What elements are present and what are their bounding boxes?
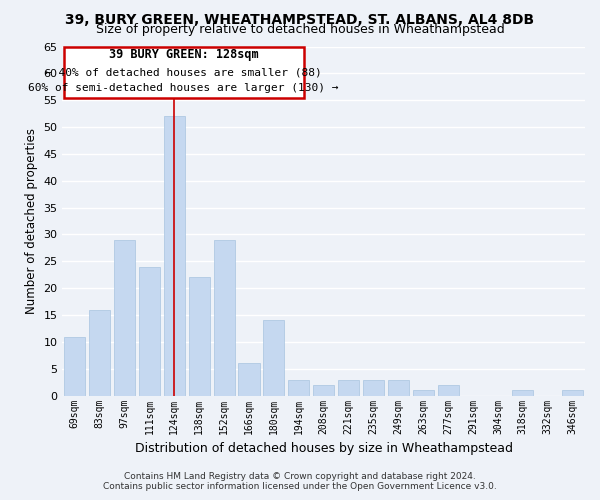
FancyBboxPatch shape xyxy=(64,46,304,98)
Text: Contains HM Land Registry data © Crown copyright and database right 2024.
Contai: Contains HM Land Registry data © Crown c… xyxy=(103,472,497,491)
Text: 60% of semi-detached houses are larger (130) →: 60% of semi-detached houses are larger (… xyxy=(28,84,339,94)
Bar xyxy=(188,278,210,396)
Text: 39, BURY GREEN, WHEATHAMPSTEAD, ST. ALBANS, AL4 8DB: 39, BURY GREEN, WHEATHAMPSTEAD, ST. ALBA… xyxy=(65,12,535,26)
Bar xyxy=(214,240,235,396)
Bar xyxy=(164,116,185,396)
Bar xyxy=(263,320,284,396)
Bar xyxy=(562,390,583,396)
Bar xyxy=(139,266,160,396)
Bar xyxy=(512,390,533,396)
Bar xyxy=(114,240,135,396)
Bar xyxy=(64,336,85,396)
Bar xyxy=(313,385,334,396)
Text: Size of property relative to detached houses in Wheathampstead: Size of property relative to detached ho… xyxy=(95,24,505,36)
Bar xyxy=(363,380,384,396)
X-axis label: Distribution of detached houses by size in Wheathampstead: Distribution of detached houses by size … xyxy=(134,442,512,455)
Bar xyxy=(388,380,409,396)
Bar xyxy=(413,390,434,396)
Bar xyxy=(89,310,110,396)
Bar xyxy=(437,385,458,396)
Bar xyxy=(288,380,310,396)
Bar xyxy=(238,364,260,396)
Bar xyxy=(338,380,359,396)
Text: ← 40% of detached houses are smaller (88): ← 40% of detached houses are smaller (88… xyxy=(45,68,322,78)
Text: 39 BURY GREEN: 128sqm: 39 BURY GREEN: 128sqm xyxy=(109,48,259,61)
Y-axis label: Number of detached properties: Number of detached properties xyxy=(25,128,38,314)
